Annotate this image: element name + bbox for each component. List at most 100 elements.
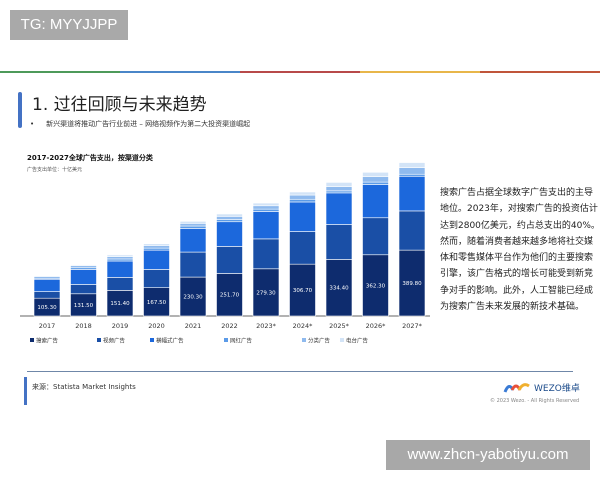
stacked-bar-chart: 105.30 2017 131.50 2018 151.40 2019 167.50 2020… — [20, 162, 430, 345]
bar-segment — [106, 260, 134, 278]
page-title: 1. 过往回顾与未来趋势 — [32, 95, 207, 115]
bar-segment — [289, 263, 316, 317]
x-tick-label: 2026* — [366, 322, 387, 330]
bar-segment — [398, 162, 426, 168]
footer-accent-bar — [24, 377, 27, 405]
legend-swatch — [302, 338, 306, 342]
bar-segment — [216, 221, 243, 247]
url-watermark: www.zhcn-yabotiyu.com — [386, 440, 590, 470]
bar-segment — [143, 287, 170, 317]
bar-segment — [252, 211, 280, 240]
legend-label: 电台广告 — [346, 337, 369, 345]
bar-segment — [179, 223, 207, 227]
bar-segment — [179, 276, 207, 317]
bar-segment — [325, 182, 353, 187]
x-tick-label: 2023* — [256, 322, 277, 330]
bar-segment — [289, 194, 316, 200]
line-segment — [0, 71, 120, 73]
wezo-logo-icon — [503, 382, 530, 393]
bar-value-label: 389.80 — [402, 281, 422, 287]
bar-segment — [33, 275, 61, 277]
bar-segment — [70, 284, 97, 295]
bar-segment — [362, 171, 389, 177]
bar-segment — [179, 251, 207, 278]
legend-label: 分类广告 — [308, 337, 331, 345]
bar-segment — [33, 291, 61, 299]
bar-segment — [216, 216, 243, 220]
bar-segment — [398, 173, 426, 177]
footer-divider — [27, 371, 573, 372]
bar-segment — [106, 277, 134, 291]
bar-segment — [362, 181, 389, 185]
legend-swatch — [224, 338, 228, 342]
bar-value-label: 334.40 — [329, 286, 349, 292]
legend-label: 搜索广告 — [36, 337, 59, 345]
bar-segment — [252, 205, 280, 210]
bar-segment — [70, 264, 97, 267]
bar-segment — [252, 238, 280, 270]
line-segment — [120, 71, 240, 73]
x-tick-label: 2017 — [39, 322, 56, 330]
bar-segment — [33, 278, 61, 292]
subtitle: • 新兴渠道将推动广告行业前进 – 网络视频作为第二大投资渠道崛起 — [30, 119, 250, 129]
bar-segment — [362, 217, 389, 256]
bar-segment — [216, 219, 243, 223]
bullet: • — [30, 120, 35, 128]
bar-value-label: 251.70 — [220, 293, 240, 299]
x-tick-label: 2019 — [112, 322, 129, 330]
bar-segment — [179, 228, 207, 253]
bar-segment — [143, 243, 170, 246]
line-segment — [360, 71, 480, 73]
bar-segment — [143, 269, 170, 288]
bar-segment — [289, 198, 316, 203]
bar-value-label: 279.30 — [256, 290, 276, 296]
line-segment — [480, 71, 600, 73]
bar-segment — [216, 213, 243, 217]
bar-segment — [179, 221, 207, 224]
x-tick-label: 2025* — [329, 322, 350, 330]
bar-segment — [143, 247, 170, 251]
bar-segment — [252, 208, 280, 212]
bar-segment — [362, 176, 389, 183]
legend-swatch — [340, 338, 344, 342]
bar-value-label: 131.50 — [74, 303, 94, 309]
side-description: 搜索广告占据全球数字广告支出的主导地位。2023年，对搜索广告的投资估计达到28… — [440, 188, 600, 313]
bar-segment — [143, 249, 170, 270]
legend-label: 横幅式广告 — [156, 337, 184, 345]
x-tick-label: 2021 — [185, 322, 202, 330]
bar-segment — [289, 231, 316, 265]
x-tick-label: 2020 — [148, 322, 165, 330]
bar-value-label: 306.70 — [293, 288, 313, 294]
bar-segment — [106, 258, 134, 262]
legend-swatch — [97, 338, 101, 342]
bar-segment — [289, 191, 316, 196]
logo-text: WEZO维卓 — [534, 384, 580, 394]
subtitle-text: 新兴渠道将推动广告行业前进 – 网络视频作为第二大投资渠道崛起 — [46, 120, 251, 128]
top-color-line — [0, 71, 600, 73]
x-tick-label: 2018 — [75, 322, 92, 330]
legend-swatch — [30, 338, 34, 342]
bar-segment — [216, 273, 243, 317]
title-accent-bar — [18, 92, 22, 128]
bar-segment — [325, 192, 353, 225]
bar-segment — [252, 202, 280, 207]
bar-segment — [398, 175, 426, 212]
bar-segment — [398, 210, 426, 251]
bar-value-label: 167.50 — [147, 300, 167, 306]
bar-segment — [143, 245, 170, 249]
chart-title: 2017-2027全球广告支出，按渠道分类 — [27, 154, 153, 162]
bar-segment — [325, 224, 353, 260]
bar-segment — [252, 268, 280, 317]
bar-value-label: 151.40 — [110, 301, 130, 307]
bar-segment — [106, 256, 134, 260]
bar-value-label: 105.30 — [37, 305, 57, 311]
bar-segment — [179, 225, 207, 229]
x-tick-label: 2022 — [221, 322, 238, 330]
legend-label: 网红广告 — [230, 337, 253, 345]
watermark-label: TG: MYYJJPP — [10, 10, 128, 40]
bar-value-label: 362.30 — [366, 283, 386, 289]
x-tick-label: 2027* — [402, 322, 423, 330]
bar-value-label: 230.30 — [183, 295, 203, 301]
copyright: © 2023 Wezo. - All Rights Reserved — [490, 398, 580, 404]
bar-segment — [70, 265, 97, 269]
